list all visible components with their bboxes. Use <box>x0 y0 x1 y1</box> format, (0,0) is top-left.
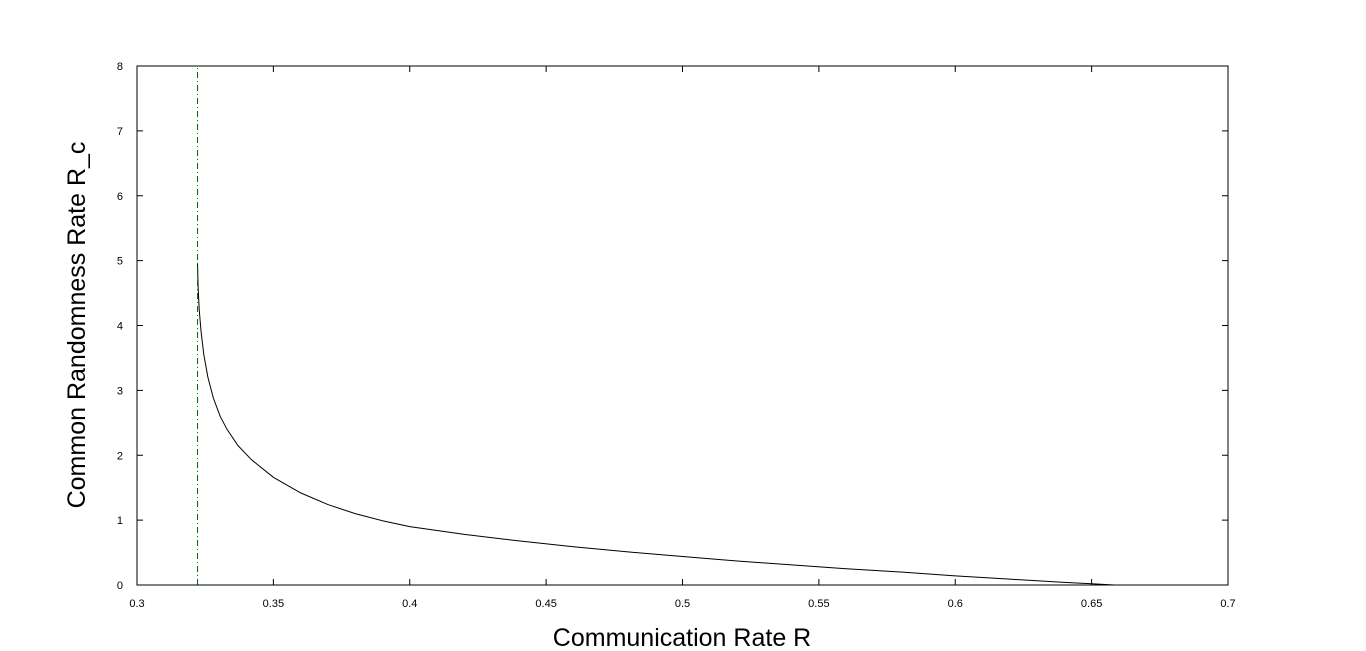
y-tick-label: 8 <box>117 61 123 73</box>
x-tick-label: 0.35 <box>263 598 284 610</box>
x-tick-label: 0.5 <box>675 598 690 610</box>
x-tick-label: 0.6 <box>948 598 963 610</box>
y-tick-label: 5 <box>117 256 123 268</box>
y-tick-label: 6 <box>117 191 123 203</box>
x-axis-label: Communication Rate R <box>553 624 811 651</box>
series <box>197 66 1115 586</box>
x-tick-label: 0.45 <box>535 598 556 610</box>
y-tick-label: 3 <box>117 385 123 397</box>
x-tick-label: 0.3 <box>129 598 144 610</box>
y-tick-label: 4 <box>117 321 123 333</box>
x-tick-label: 0.55 <box>808 598 829 610</box>
series-line-curve <box>197 263 1115 586</box>
x-tick-label: 0.7 <box>1220 598 1235 610</box>
x-tick-label: 0.65 <box>1081 598 1102 610</box>
y-tick-label: 1 <box>117 515 123 527</box>
y-axis-label: Common Randomness Rate R_c <box>63 142 91 509</box>
ticks: 0.3 0.35 0.4 0.45 0.5 0.55 0.6 0.65 0.7 0 1 2 3 4 5 6 7 8 <box>117 61 1236 610</box>
y-tick-label: 7 <box>117 126 123 138</box>
y-tick-label: 2 <box>117 450 123 462</box>
y-tick-label: 0 <box>117 580 123 592</box>
plot-frame <box>136 65 1229 586</box>
x-tick-label: 0.4 <box>402 598 417 610</box>
